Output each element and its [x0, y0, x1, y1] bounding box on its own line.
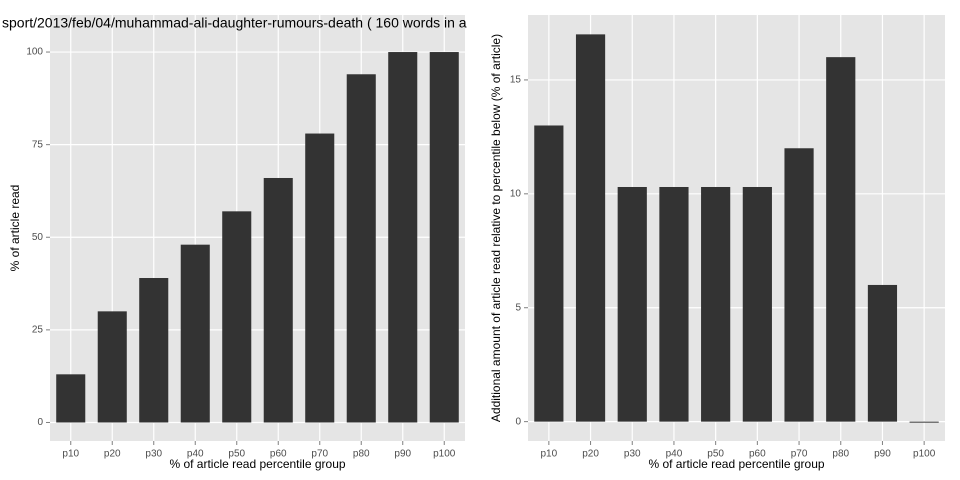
x-tick-label: p90: [394, 449, 411, 460]
bar: [388, 52, 418, 423]
x-tick-label: p100: [913, 449, 936, 460]
bar: [222, 211, 252, 423]
x-tick-label: p80: [832, 449, 849, 460]
x-tick-label: p40: [666, 449, 683, 460]
x-tick-label: p80: [353, 449, 370, 460]
x-tick-label: p30: [145, 449, 162, 460]
x-tick-label: p50: [228, 449, 245, 460]
y-tick-label: 100: [26, 47, 43, 58]
x-tick-label: p20: [104, 449, 121, 460]
x-axis-label: % of article read percentile group: [648, 457, 824, 471]
bar: [97, 311, 127, 423]
y-tick-label: 25: [32, 325, 44, 336]
bar: [263, 177, 293, 423]
bar: [826, 57, 856, 422]
x-tick-label: p70: [311, 449, 328, 460]
y-tick-label: 0: [37, 417, 43, 428]
y-tick-label: 10: [510, 188, 522, 199]
bar: [534, 125, 564, 422]
x-tick-label: p60: [749, 449, 766, 460]
x-tick-label: p100: [433, 449, 456, 460]
bar: [180, 244, 210, 423]
bar: [305, 133, 335, 423]
bar: [909, 421, 939, 423]
bar: [56, 374, 86, 423]
bar: [429, 52, 459, 423]
x-tick-label: p90: [874, 449, 891, 460]
x-tick-label: p40: [187, 449, 204, 460]
y-tick-label: 15: [510, 75, 522, 86]
x-tick-label: p70: [791, 449, 808, 460]
bar: [139, 278, 169, 423]
x-tick-label: p10: [62, 449, 79, 460]
x-tick-label: p50: [707, 449, 724, 460]
bar: [784, 148, 814, 422]
bar: [659, 186, 689, 422]
x-tick-label: p20: [582, 449, 599, 460]
x-axis-label: % of article read percentile group: [169, 457, 345, 471]
bar: [867, 284, 898, 422]
x-tick-label: p30: [624, 449, 641, 460]
bar: [346, 74, 376, 423]
y-tick-label: 5: [515, 302, 521, 313]
y-tick-label: 75: [32, 139, 44, 150]
y-tick-label: 0: [515, 416, 521, 427]
bar: [701, 186, 731, 422]
x-tick-label: p60: [270, 449, 287, 460]
bar: [575, 34, 606, 422]
y-axis-label: Additional amount of article read relati…: [489, 34, 503, 422]
bar: [742, 186, 772, 422]
x-tick-label: p10: [541, 449, 558, 460]
y-tick-label: 50: [32, 232, 44, 243]
chart-title: sport/2013/feb/04/muhammad-ali-daughter-…: [2, 15, 467, 31]
bar: [617, 186, 647, 422]
y-axis-label: % of article read: [8, 185, 22, 272]
